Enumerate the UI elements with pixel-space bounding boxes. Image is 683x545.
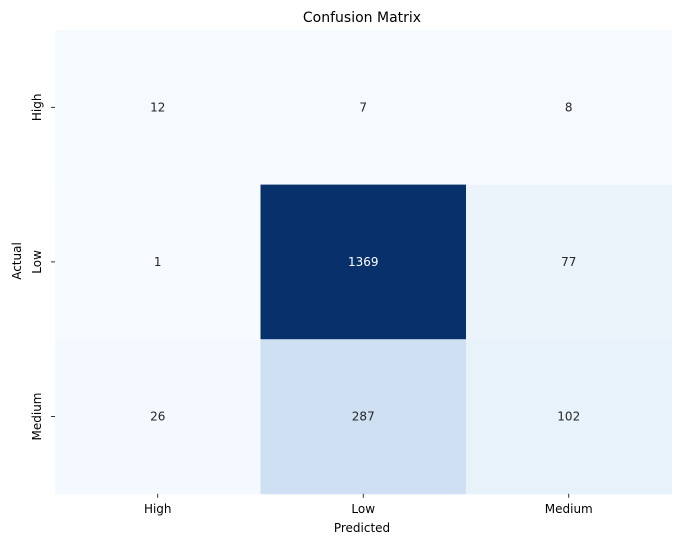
x-tick-label-1: Low bbox=[351, 502, 375, 516]
cell-annotation-r0-c1: 7 bbox=[359, 100, 367, 114]
cell-annotations: 12 7 8 1 1369 77 26 287 102 bbox=[150, 100, 580, 423]
heatmap-cell-r0-c1 bbox=[260, 30, 467, 186]
cell-annotation-r0-c2: 8 bbox=[565, 100, 573, 114]
cell-annotation-r2-c1: 287 bbox=[352, 410, 375, 424]
cell-annotation-r1-c2: 77 bbox=[561, 255, 576, 269]
heatmap-cell-r2-c1 bbox=[260, 339, 467, 495]
heatmap-cell-r0-c0 bbox=[55, 30, 261, 186]
heatmap-cell-r0-c2 bbox=[466, 30, 672, 186]
heatmap-cells bbox=[55, 30, 672, 495]
cell-annotation-r2-c2: 102 bbox=[557, 410, 580, 424]
heatmap-cell-r1-c1 bbox=[260, 184, 467, 340]
x-tick-label-0: High bbox=[144, 502, 172, 516]
cell-annotation-r1-c1: 1369 bbox=[348, 255, 379, 269]
y-tick-label-2: Medium bbox=[30, 393, 44, 441]
heatmap-cell-r1-c0 bbox=[55, 184, 261, 340]
heatmap-cell-r1-c2 bbox=[466, 184, 672, 340]
x-axis-ticks: High Low Medium bbox=[144, 493, 593, 516]
chart-title: Confusion Matrix bbox=[303, 10, 421, 26]
cell-annotation-r2-c0: 26 bbox=[150, 410, 165, 424]
heatmap-cell-r2-c0 bbox=[55, 339, 261, 495]
cell-annotation-r1-c0: 1 bbox=[154, 255, 162, 269]
heatmap-cell-r2-c2 bbox=[466, 339, 672, 495]
y-tick-label-0: High bbox=[30, 94, 44, 122]
x-tick-label-2: Medium bbox=[545, 502, 593, 516]
x-axis-label: Predicted bbox=[334, 521, 390, 535]
cell-annotation-r0-c0: 12 bbox=[150, 100, 165, 114]
y-axis-label: Actual bbox=[10, 242, 24, 280]
y-axis-ticks: High Low Medium bbox=[30, 94, 55, 441]
y-tick-label-1: Low bbox=[30, 250, 44, 274]
